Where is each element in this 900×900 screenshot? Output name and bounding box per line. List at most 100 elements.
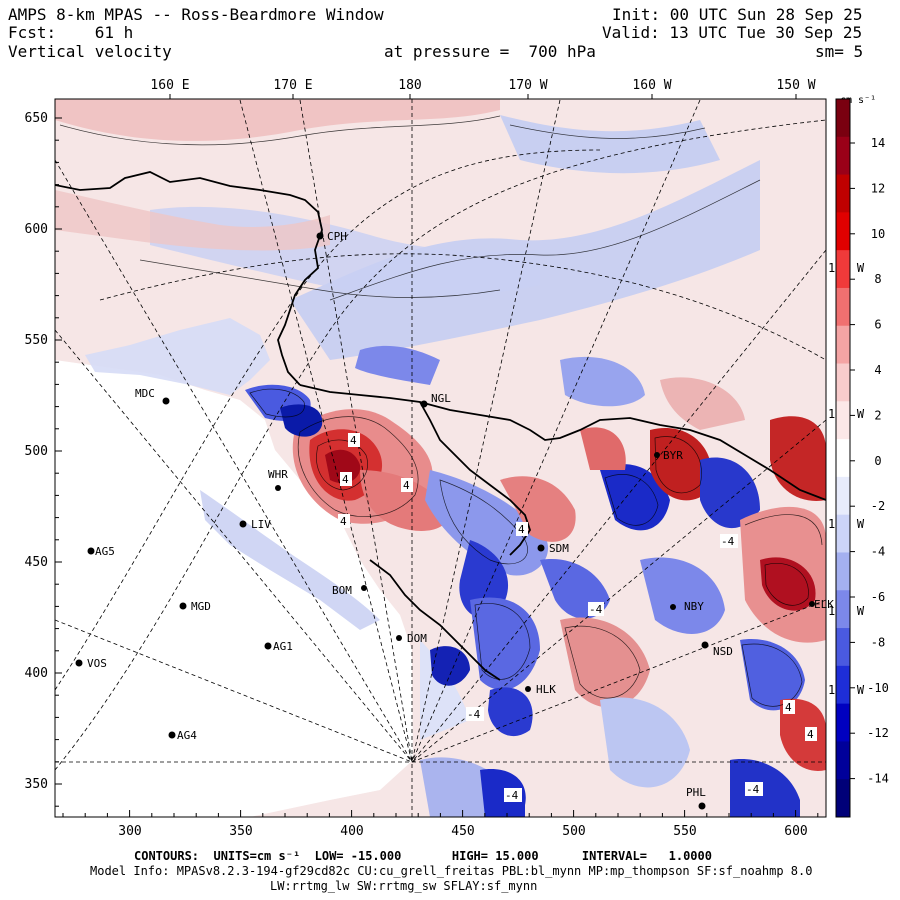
colorbar-label: 14	[871, 136, 885, 150]
colorbar-swatch	[836, 741, 850, 780]
colorbar-swatch	[836, 590, 850, 629]
y-tick-label-350: 350	[25, 777, 48, 792]
map-title: AMPS 8-km MPAS -- Ross-Beardmore Window	[8, 5, 384, 24]
lon-label-170e: 170 E	[273, 78, 312, 93]
svg-text:WHR: WHR	[268, 468, 288, 481]
station-nsd[interactable]: NSD	[701, 641, 733, 659]
colorbar-label: 0	[874, 454, 881, 468]
svg-text:ELK: ELK	[814, 598, 834, 611]
colorbar-label: -14	[867, 772, 889, 786]
init-time: Init: 00 UTC Sun 28 Sep 25	[612, 5, 863, 24]
colorbar-label: 2	[874, 408, 881, 422]
vertical-velocity-field	[55, 99, 826, 817]
colorbar-swatch	[836, 287, 850, 327]
colorbar-label: -6	[871, 590, 885, 604]
colorbar-label: -4	[871, 545, 885, 559]
svg-text:HLK: HLK	[536, 683, 556, 696]
station-hlk[interactable]: HLK	[525, 683, 556, 696]
svg-text:-4: -4	[721, 535, 735, 548]
svg-text:DOM: DOM	[407, 632, 427, 645]
colorbar-swatch	[836, 99, 850, 138]
svg-text:AG5: AG5	[95, 545, 115, 558]
station-mdc[interactable]: MDC	[135, 387, 170, 405]
station-ag1[interactable]: AG1	[264, 640, 293, 653]
colorbar-label: 10	[871, 227, 885, 241]
svg-text:-4: -4	[467, 708, 481, 721]
svg-text:4: 4	[785, 701, 792, 714]
station-liv[interactable]: LIV	[239, 518, 272, 531]
svg-text:NSD: NSD	[713, 645, 733, 658]
svg-text:4: 4	[340, 515, 347, 528]
svg-text:NGL: NGL	[431, 392, 451, 405]
station-dom[interactable]: DOM	[396, 632, 427, 645]
svg-text:MGD: MGD	[191, 600, 211, 613]
lon-label-150w: 150 W	[776, 78, 815, 93]
pressure-level: at pressure = 700 hPa	[384, 42, 596, 61]
colorbar-label: 12	[871, 181, 885, 195]
svg-text:-4: -4	[746, 783, 760, 796]
station-phl[interactable]: PHL	[686, 786, 706, 810]
station-byr[interactable]: BYR	[654, 449, 683, 462]
y-tick-label-600: 600	[25, 222, 48, 237]
colorbar-swatch	[836, 136, 850, 176]
x-tick-label-300: 300	[118, 824, 141, 839]
station-cph[interactable]: CPH	[316, 230, 347, 243]
station-vos[interactable]: VOS	[75, 657, 107, 670]
map-figure: 160 E 170 E 180 170 W 160 W 150 W 650 60…	[25, 78, 889, 839]
colorbar-swatch	[836, 665, 850, 705]
svg-text:PHL: PHL	[686, 786, 706, 799]
svg-text:BYR: BYR	[663, 449, 683, 462]
y-tick-label-550: 550	[25, 333, 48, 348]
station-ag4[interactable]: AG4	[168, 729, 198, 742]
lon-label-170w: 170 W	[508, 78, 547, 93]
colorbar-swatch	[836, 401, 850, 440]
colorbar-swatch	[836, 552, 850, 591]
station-bom[interactable]: BOM	[332, 584, 367, 597]
station-ag5[interactable]: AG5	[87, 545, 115, 558]
x-tick-label-400: 400	[340, 824, 363, 839]
colorbar-swatch	[836, 628, 850, 667]
svg-text:AG1: AG1	[273, 640, 293, 653]
svg-text:-4: -4	[589, 603, 603, 616]
svg-text:BOM: BOM	[332, 584, 352, 597]
colorbar-swatch	[836, 250, 850, 289]
colorbar-swatch	[836, 363, 850, 402]
colorbar-label: -8	[871, 635, 885, 649]
colorbar-swatch	[836, 703, 850, 742]
contour-info: CONTOURS: UNITS=cm s⁻¹ LOW= -15.000 HIGH…	[134, 849, 712, 863]
colorbar-units: cm s⁻¹	[840, 95, 876, 106]
colorbar-swatch	[836, 212, 850, 251]
svg-text:-4: -4	[505, 789, 519, 802]
forecast-hour: Fcst: 61 h	[8, 23, 134, 42]
svg-text:4: 4	[350, 434, 357, 447]
x-tick-label-450: 450	[451, 824, 474, 839]
colorbar-swatch	[836, 325, 850, 365]
x-tick-label-500: 500	[562, 824, 585, 839]
field-name: Vertical velocity	[8, 42, 172, 61]
x-tick-label-600: 600	[784, 824, 807, 839]
colorbar: cm s⁻¹ 14 12 10 8 6 4 2 0 -2 -4 -6 -8 -10 -12 -14	[835, 95, 889, 818]
svg-text:NBY: NBY	[684, 600, 704, 613]
colorbar-label: 4	[874, 363, 881, 377]
station-mgd[interactable]: MGD	[179, 600, 211, 613]
valid-time: Valid: 13 UTC Tue 30 Sep 25	[602, 23, 863, 42]
colorbar-label: -10	[867, 681, 889, 695]
svg-text:LIV: LIV	[251, 518, 271, 531]
svg-text:SDM: SDM	[549, 542, 569, 555]
colorbar-swatch	[836, 779, 850, 818]
station-whr[interactable]: WHR	[268, 468, 288, 491]
x-tick-label-350: 350	[229, 824, 252, 839]
svg-text:VOS: VOS	[87, 657, 107, 670]
station-elk[interactable]: ELK	[809, 598, 834, 611]
y-tick-label-650: 650	[25, 111, 48, 126]
station-nby[interactable]: NBY	[670, 600, 704, 613]
graticule	[55, 99, 826, 817]
station-ngl[interactable]: NGL	[420, 392, 452, 408]
svg-text:AG4: AG4	[177, 729, 197, 742]
model-info: Model Info: MPASv8.2.3-194-gf29cd82c CU:…	[90, 864, 813, 878]
station-sdm[interactable]: SDM	[537, 542, 570, 555]
svg-text:4: 4	[807, 728, 814, 741]
smoothing-value: sm= 5	[815, 42, 864, 61]
colorbar-swatch	[836, 476, 850, 516]
svg-text:CPH: CPH	[327, 230, 347, 243]
